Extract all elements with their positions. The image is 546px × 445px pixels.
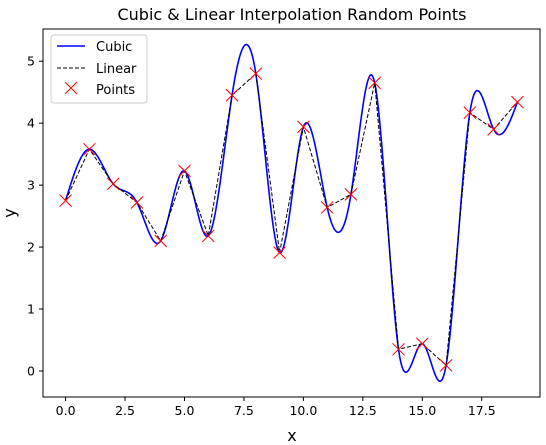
y-axis-title: y (0, 208, 19, 217)
data-point-marker (249, 67, 263, 80)
x-axis-title: x (287, 426, 296, 445)
x-tick-label: 10.0 (289, 403, 317, 418)
x-axis: 0.0 2.5 5.0 7.5 10.0 12.5 15.0 17.5 (56, 397, 496, 418)
legend: Cubic Linear Points (50, 34, 148, 104)
x-tick-label: 12.5 (349, 403, 377, 418)
data-point-marker (320, 201, 334, 214)
legend-cubic-label: Cubic (96, 40, 132, 55)
data-point-marker (344, 188, 358, 201)
points-series (59, 67, 524, 372)
y-tick-label: 5 (27, 54, 35, 69)
data-point-marker (297, 120, 310, 134)
legend-points-label: Points (96, 83, 135, 98)
legend-box (50, 34, 148, 104)
data-point-marker (225, 88, 239, 102)
y-axis: 0 1 2 3 4 5 (27, 54, 43, 378)
data-point-marker (106, 177, 120, 191)
data-point-marker (439, 359, 453, 372)
x-tick-label: 5.0 (175, 403, 195, 418)
y-tick-label: 1 (27, 302, 35, 317)
data-point-marker (463, 106, 477, 119)
x-tick-label: 7.5 (234, 403, 254, 418)
data-point-marker (59, 194, 72, 207)
x-tick-label: 0.0 (56, 403, 76, 418)
data-point-marker (178, 164, 191, 178)
chart-title: Cubic & Linear Interpolation Random Poin… (117, 5, 466, 24)
y-tick-label: 2 (27, 240, 35, 255)
linear-series-line (65, 72, 518, 367)
legend-linear-label: Linear (96, 62, 137, 77)
data-point-marker (368, 76, 382, 90)
data-point-marker (201, 229, 215, 243)
x-tick-label: 15.0 (408, 403, 436, 418)
data-point-marker (415, 337, 429, 351)
x-tick-label: 2.5 (115, 403, 135, 418)
y-tick-label: 3 (27, 178, 35, 193)
data-point-marker (511, 95, 524, 109)
x-tick-label: 17.5 (468, 403, 496, 418)
plot-frame (42, 28, 541, 398)
data-point-marker (83, 142, 96, 156)
data-point-marker (392, 342, 405, 356)
y-tick-label: 0 (27, 363, 35, 378)
data-point-marker (487, 123, 500, 136)
data-point-marker (273, 246, 286, 260)
cubic-series-line (64, 43, 519, 383)
y-tick-label: 4 (27, 116, 35, 131)
data-point-marker (154, 234, 168, 248)
data-point-marker (130, 196, 144, 209)
legend-points-swatch (64, 81, 78, 95)
